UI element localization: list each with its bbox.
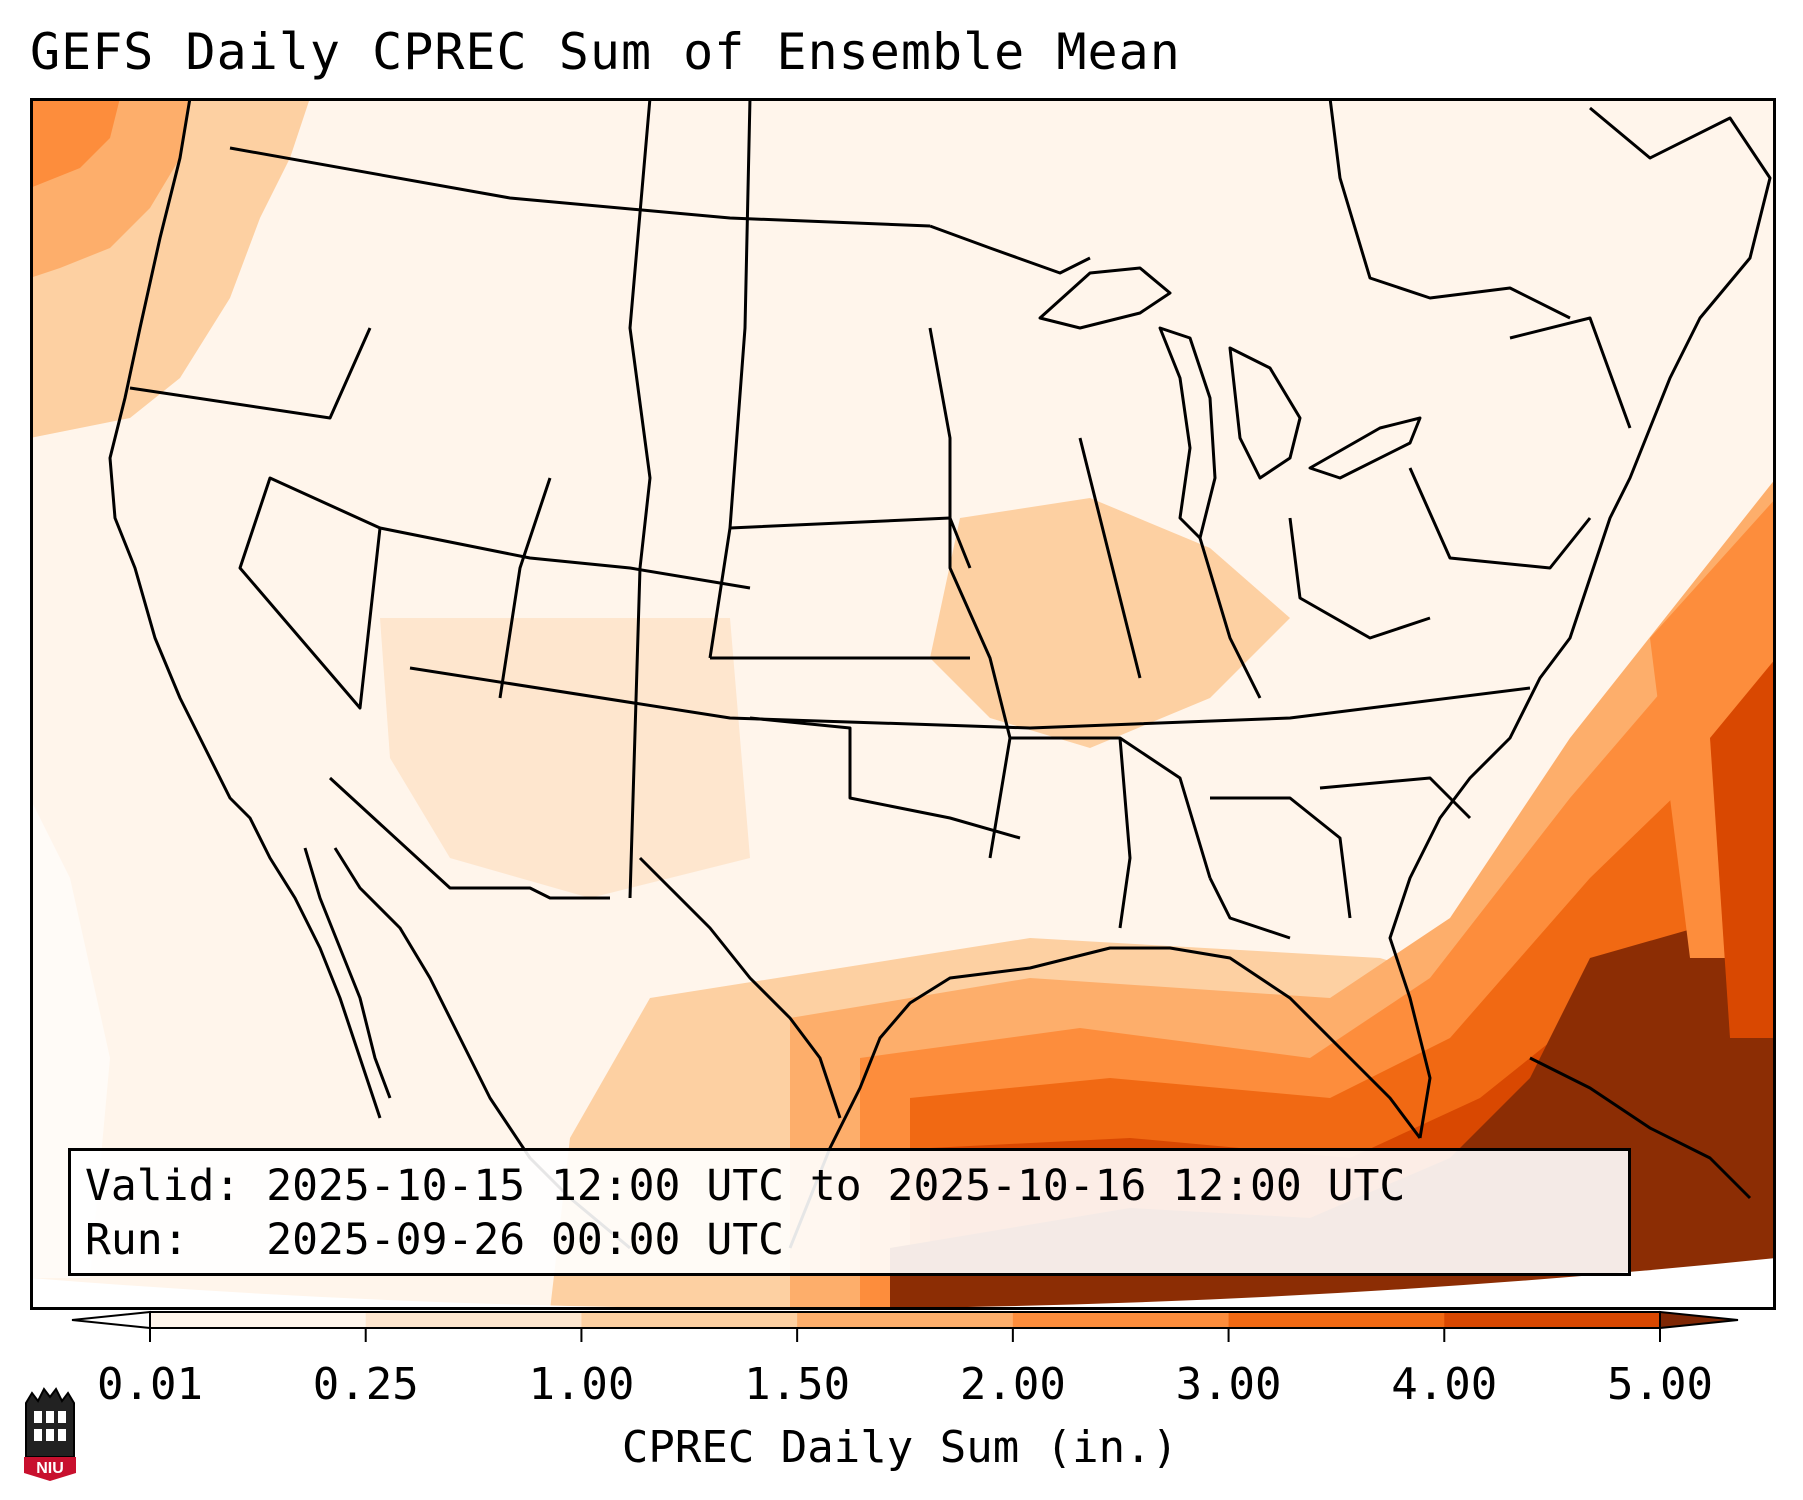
map-title: GEFS Daily CPREC Sum of Ensemble Mean [30, 23, 1181, 81]
lake-superior [1038, 266, 1172, 330]
niu-logo-icon: NIU [24, 1387, 76, 1481]
colorbar-tick-label: 3.00 [1175, 1359, 1282, 1410]
valid-label: Valid: [85, 1161, 241, 1211]
west-coast [108, 98, 382, 1119]
state-line-1 [129, 327, 372, 420]
colorbar-tick-label: 0.01 [97, 1359, 203, 1410]
run-time: 2025-09-26 00:00 UTC [266, 1215, 784, 1265]
info-box: Valid: 2025-10-15 12:00 UTC to 2025-10-1… [68, 1148, 1631, 1276]
run-label: Run: [85, 1215, 189, 1265]
colorbar-frame [149, 1311, 1661, 1329]
colorbar-segment [581, 1312, 798, 1328]
cuba [1529, 1056, 1752, 1200]
colorbar-tick-label: 1.50 [744, 1359, 851, 1410]
state-line-17 [1198, 537, 1262, 699]
colorbar-tick-label: 1.00 [528, 1359, 635, 1410]
valid-range: 2025-10-15 12:00 UTC to 2025-10-16 12:00… [266, 1161, 1406, 1211]
logo-text: NIU [36, 1460, 64, 1477]
colorbar-tick-label: 0.25 [312, 1359, 419, 1410]
colorbar-label: CPREC Daily Sum (in.) [621, 1422, 1179, 1473]
state-line-8 [708, 98, 752, 659]
domain-edge-bottom [30, 1258, 1776, 1310]
precip-atlantic-heavy [1710, 658, 1776, 1038]
precip-southwest [380, 618, 750, 898]
colorbar-tick-label: 5.00 [1607, 1359, 1713, 1410]
state-line-15 [749, 716, 1021, 840]
colorbar-tick-label: 2.00 [959, 1359, 1066, 1410]
colorbar-segment [1012, 1312, 1230, 1328]
state-line-7 [628, 98, 652, 899]
colorbar-segment [1228, 1312, 1445, 1328]
boundaries [108, 98, 1772, 1250]
gulf-coast [788, 946, 1422, 1249]
colorbar [71, 1310, 1739, 1342]
precip-midwest [930, 498, 1290, 748]
state-line-20 [1319, 776, 1472, 820]
lake-erie [1308, 416, 1422, 480]
great-lakes-border [929, 224, 1091, 275]
texas-mexico-border [638, 856, 842, 1119]
state-line-21 [1210, 796, 1352, 919]
colorbar-segment [1444, 1312, 1661, 1328]
state-line-5 [409, 666, 1531, 730]
state-line-11 [928, 327, 1012, 859]
precip-pacific-nw-core [30, 98, 120, 188]
state-line-18 [1288, 517, 1431, 640]
state-line-13 [1118, 737, 1132, 929]
colorbar-under-triangle [71, 1310, 151, 1330]
state-line-14 [1208, 877, 1291, 940]
map-frame [30, 98, 1776, 1310]
state-line-16 [1078, 437, 1142, 679]
canada-border [229, 146, 931, 228]
colorbar-segment [365, 1312, 582, 1328]
lake-huron [1228, 346, 1302, 480]
state-line-12 [1010, 736, 1212, 879]
state-line-2 [238, 476, 382, 710]
canada-east [1328, 98, 1571, 320]
state-line-4 [328, 776, 610, 900]
colorbar-tick-label: 4.00 [1391, 1359, 1498, 1410]
northeast-coast [1388, 106, 1772, 1139]
state-line-22 [1509, 316, 1632, 429]
state-line-3 [379, 526, 751, 590]
colorbar-over-triangle [1659, 1310, 1739, 1330]
colorbar-segment [797, 1312, 1014, 1328]
state-line-6 [498, 477, 552, 699]
colorbar-segment [150, 1312, 367, 1328]
precip-map [30, 98, 1776, 1310]
state-line-19 [1408, 467, 1592, 570]
baja-california [303, 847, 392, 1099]
